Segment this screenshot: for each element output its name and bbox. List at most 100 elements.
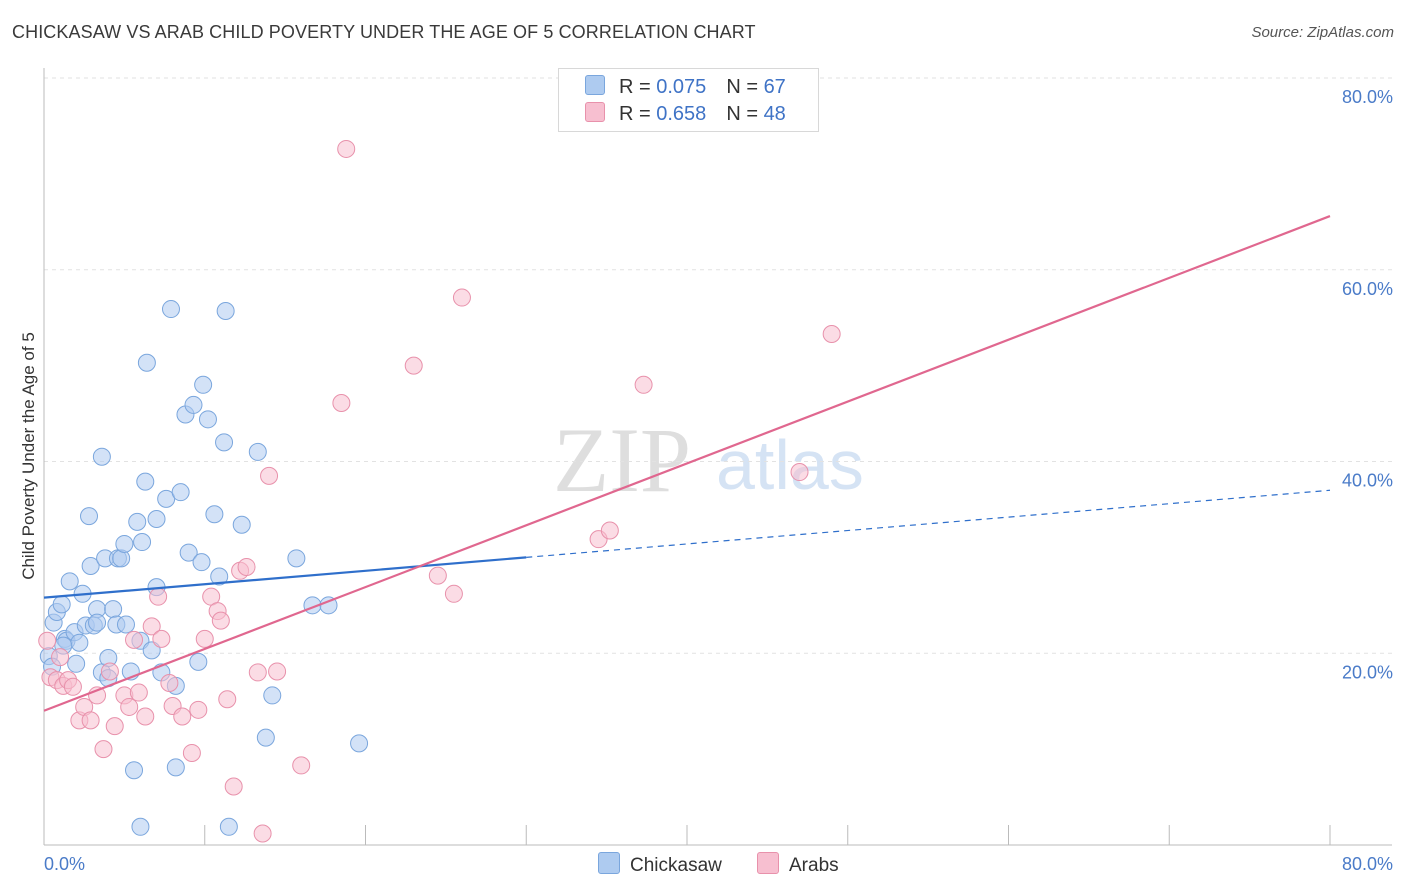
- chickasaw-point: [80, 507, 99, 526]
- chickasaw-point: [210, 567, 229, 586]
- y-tick-label: 20.0%: [1342, 662, 1393, 682]
- chickasaw-point: [115, 534, 134, 553]
- arabs-point: [790, 463, 809, 482]
- arabs-point: [292, 756, 311, 775]
- chickasaw-point: [215, 433, 234, 452]
- y-tick-label: 60.0%: [1342, 279, 1393, 299]
- chickasaw-point: [147, 510, 166, 529]
- bottom-legend-swatch-arabs: [757, 852, 779, 874]
- chart-source: Source: ZipAtlas.com: [1251, 24, 1394, 41]
- chickasaw-point: [350, 734, 369, 753]
- arabs-point: [182, 743, 201, 762]
- chickasaw-point: [192, 553, 211, 572]
- arabs-point: [63, 677, 82, 696]
- arabs-point: [125, 630, 144, 649]
- arabs-trend-line: [43, 215, 1331, 712]
- arabs-point: [81, 711, 100, 730]
- bottom-legend-label-arabs: Arabs: [789, 855, 839, 876]
- legend-row-chickasaw: R = 0.075 N = 67: [585, 75, 786, 99]
- legend-r-label: R =: [619, 103, 657, 125]
- chart-title: CHICKASAW VS ARAB CHILD POVERTY UNDER TH…: [12, 22, 756, 42]
- arabs-point: [120, 697, 139, 716]
- chickasaw-point: [133, 533, 152, 552]
- chickasaw-point: [189, 652, 208, 671]
- chickasaw-point: [161, 300, 180, 319]
- chickasaw-point: [184, 395, 203, 414]
- arabs-point: [260, 466, 279, 485]
- chickasaw-point: [142, 641, 161, 660]
- arabs-point: [337, 139, 356, 158]
- chickasaw-point: [104, 600, 123, 619]
- chickasaw-point: [136, 472, 155, 491]
- axes: [43, 68, 1392, 846]
- arabs-point: [152, 629, 171, 648]
- arabs-point: [189, 700, 208, 719]
- y-tick-label: 40.0%: [1342, 471, 1393, 491]
- watermark-zip: ZIP: [553, 409, 691, 511]
- chickasaw-point: [137, 353, 156, 372]
- chickasaw-point: [125, 761, 144, 780]
- bottom-legend-arabs: Arabs: [757, 852, 839, 877]
- arabs-point: [634, 375, 653, 394]
- arabs-point: [428, 566, 447, 585]
- arabs-point: [253, 824, 272, 843]
- chickasaw-point: [166, 758, 185, 777]
- chickasaw-point: [128, 512, 147, 531]
- arabs-point: [404, 356, 423, 375]
- chickasaw-point: [205, 505, 224, 524]
- arabs-point: [149, 587, 168, 606]
- arabs-point: [218, 690, 237, 709]
- x-tick-label-max: 80.0%: [1342, 854, 1393, 874]
- chickasaw-point: [248, 442, 267, 461]
- arabs-point: [268, 662, 287, 681]
- arabs-point: [237, 557, 256, 576]
- legend-swatch-arabs: [585, 102, 605, 122]
- bottom-legend-chickasaw: Chickasaw: [598, 852, 722, 877]
- bottom-legend-label-chickasaw: Chickasaw: [630, 855, 722, 876]
- chickasaw-point: [52, 595, 71, 614]
- legend-n-value: 67: [763, 76, 786, 98]
- x-tick-labels: 0.0% 80.0%: [44, 854, 1393, 874]
- arabs-point: [51, 648, 70, 667]
- bottom-legend-swatch-chickasaw: [598, 852, 620, 874]
- chickasaw-point: [70, 633, 89, 652]
- arabs-point: [248, 663, 267, 682]
- legend-r-value: 0.658: [656, 103, 707, 125]
- arabs-point: [332, 394, 351, 413]
- legend-swatch-chickasaw: [585, 75, 605, 95]
- y-tick-labels: 20.0% 40.0% 60.0% 80.0%: [1342, 87, 1393, 682]
- arabs-point: [444, 584, 463, 603]
- chickasaw-point: [88, 613, 107, 632]
- legend-n-label: N =: [726, 103, 764, 125]
- y-axis-label: Child Poverty Under the Age of 5: [19, 332, 38, 580]
- chickasaw-point: [219, 817, 238, 836]
- arabs-point: [136, 707, 155, 726]
- arabs-point: [173, 707, 192, 726]
- chickasaw-point: [263, 686, 282, 705]
- bottom-legend: Chickasaw Arabs: [0, 852, 1406, 876]
- chickasaw-point: [116, 615, 135, 634]
- arabs-point: [105, 717, 124, 736]
- arabs-point: [452, 288, 471, 307]
- legend-r-value: 0.075: [656, 76, 707, 98]
- x-tick-label-min: 0.0%: [44, 854, 85, 874]
- legend-n-label: N =: [726, 76, 764, 98]
- legend-n-value: 48: [763, 103, 786, 125]
- chickasaw-point: [179, 543, 198, 562]
- arabs-point: [600, 521, 619, 540]
- chickasaw-point: [92, 447, 111, 466]
- watermark: ZIP atlas: [553, 409, 864, 511]
- arabs-point: [142, 617, 161, 636]
- chickasaw-point: [67, 654, 86, 673]
- arabs-point: [822, 324, 841, 343]
- chickasaw-point: [198, 410, 217, 429]
- arabs-point: [224, 777, 243, 796]
- legend-row-arabs: R = 0.658 N = 48: [585, 102, 786, 126]
- y-tick-label: 80.0%: [1342, 87, 1393, 107]
- watermark-atlas: atlas: [716, 426, 864, 504]
- chickasaw-point: [216, 301, 235, 320]
- arabs-point: [38, 631, 57, 650]
- arabs-point: [211, 611, 230, 630]
- chickasaw-point: [232, 515, 251, 534]
- arabs-point: [160, 673, 179, 692]
